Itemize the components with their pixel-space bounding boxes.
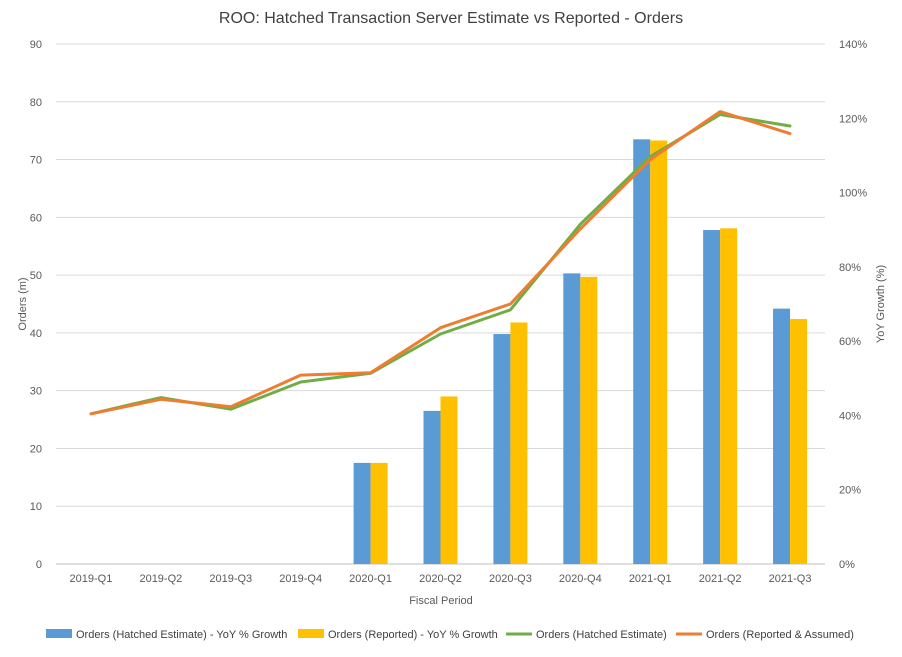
y2-tick-label: 120%: [839, 113, 867, 125]
y2-axis-title: YoY Growth (%): [875, 265, 887, 343]
legend: Orders (Hatched Estimate) - YoY % Growth…: [46, 629, 854, 641]
y-tick-label: 90: [30, 39, 42, 51]
x-axis-ticks: 2019-Q1 2019-Q2 2019-Q3 2019-Q4 2020-Q1 2020-…: [70, 573, 812, 585]
y-tick-label: 80: [30, 97, 42, 109]
x-tick-label: 2019-Q3: [209, 573, 252, 585]
bar: [703, 230, 721, 565]
legend-label: Orders (Reported) - YoY % Growth: [328, 629, 498, 641]
bar: [773, 308, 791, 564]
legend-label: Orders (Hatched Estimate) - YoY % Growth: [76, 629, 287, 641]
x-tick-label: 2020-Q1: [349, 573, 392, 585]
series-line: [89, 110, 792, 416]
bar: [510, 322, 528, 564]
x-tick-label: 2019-Q1: [70, 573, 113, 585]
y2-tick-label: 0%: [839, 559, 855, 571]
legend-item: Orders (Reported & Assumed): [676, 629, 854, 641]
lines: [89, 110, 792, 416]
y-axis-title: Orders (m): [17, 277, 29, 330]
x-tick-label: 2020-Q3: [489, 573, 532, 585]
y2-axis-ticks: 0% 20% 40% 60% 80% 100% 120% 140%: [839, 39, 867, 571]
y-tick-label: 0: [36, 559, 42, 571]
x-tick-label: 2021-Q2: [699, 573, 742, 585]
y-tick-label: 20: [30, 443, 42, 455]
x-tick-label: 2020-Q4: [559, 573, 602, 585]
y2-tick-label: 40%: [839, 410, 861, 422]
y2-tick-label: 20%: [839, 485, 861, 497]
x-tick-label: 2021-Q1: [629, 573, 672, 585]
bar: [580, 276, 598, 564]
legend-item: Orders (Reported) - YoY % Growth: [298, 629, 498, 641]
x-tick-label: 2020-Q2: [419, 573, 462, 585]
y-tick-label: 10: [30, 501, 42, 513]
x-axis-title: Fiscal Period: [409, 595, 473, 607]
y-tick-label: 60: [30, 212, 42, 224]
y2-tick-label: 60%: [839, 336, 861, 348]
y-tick-label: 40: [30, 328, 42, 340]
bar: [720, 228, 738, 565]
bar: [353, 462, 371, 564]
legend-item: Orders (Hatched Estimate): [506, 629, 667, 641]
bar: [633, 139, 651, 565]
bar: [423, 410, 441, 564]
y2-tick-label: 100%: [839, 188, 867, 200]
bar: [370, 462, 388, 564]
bars: [353, 139, 808, 565]
legend-label: Orders (Reported & Assumed): [706, 629, 854, 641]
bar: [790, 319, 808, 564]
y2-tick-label: 140%: [839, 39, 867, 51]
bar: [440, 396, 458, 564]
legend-swatch: [298, 629, 324, 638]
legend-item: Orders (Hatched Estimate) - YoY % Growth: [46, 629, 287, 641]
x-tick-label: 2021-Q3: [769, 573, 812, 585]
bar: [650, 140, 668, 564]
legend-swatch: [46, 629, 72, 638]
x-tick-label: 2019-Q2: [139, 573, 182, 585]
bar: [493, 334, 511, 564]
chart-title: ROO: Hatched Transaction Server Estimate…: [219, 10, 683, 27]
legend-label: Orders (Hatched Estimate): [536, 629, 667, 641]
bar: [563, 273, 581, 564]
y2-tick-label: 80%: [839, 262, 861, 274]
y-tick-label: 50: [30, 270, 42, 282]
x-tick-label: 2019-Q4: [279, 573, 322, 585]
y-tick-label: 30: [30, 386, 42, 398]
y-axis-ticks: 0 10 20 30 40 50 60 70 80 90: [30, 39, 42, 571]
y-tick-label: 70: [30, 155, 42, 167]
